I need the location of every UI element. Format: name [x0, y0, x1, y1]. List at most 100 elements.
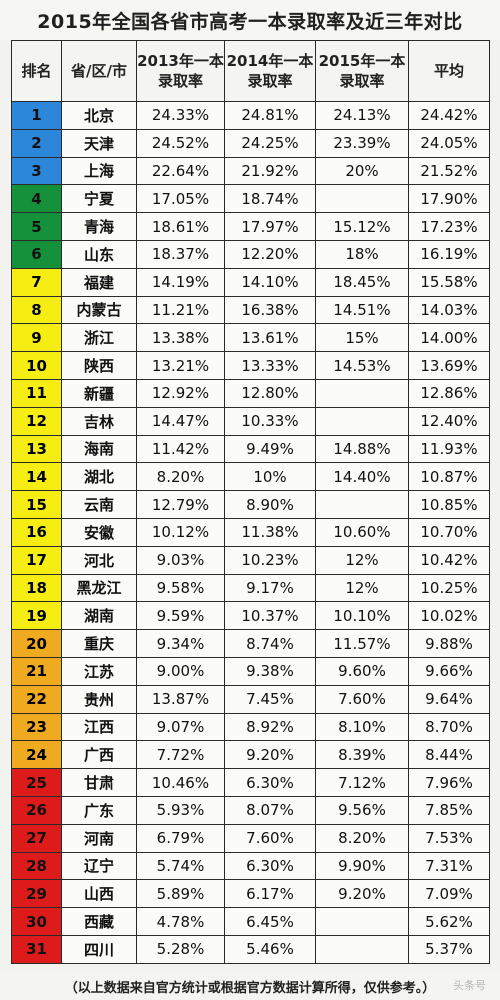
table-row: 8 内蒙古 11.21% 16.38% 14.51% 14.03%: [11, 295, 490, 325]
rate-2013-cell: 9.07%: [136, 712, 225, 742]
average-cell: 24.42%: [408, 101, 490, 130]
rate-2013-cell: 9.58%: [136, 573, 225, 603]
rank-cell: 31: [11, 934, 62, 964]
province-cell: 贵州: [61, 684, 137, 714]
rank-cell: 15: [11, 490, 62, 519]
rate-2015-cell: 9.56%: [315, 795, 409, 825]
rank-cell: 13: [11, 434, 62, 464]
province-cell: 北京: [61, 101, 137, 130]
province-cell: 吉林: [61, 406, 137, 436]
table-row: 27 河南 6.79% 7.60% 8.20% 7.53%: [11, 823, 490, 853]
average-cell: 14.03%: [408, 295, 490, 325]
header-average: 平均: [408, 40, 490, 102]
average-cell: 11.93%: [408, 434, 490, 464]
province-cell: 云南: [61, 490, 137, 519]
rate-2015-cell: [315, 406, 409, 436]
rate-2013-cell: 7.72%: [136, 740, 225, 770]
rate-2014-cell: 8.90%: [224, 490, 316, 519]
rate-2015-cell: 14.40%: [315, 462, 409, 492]
table-header-row: 排名 省/区/市 2013年一本录取率 2014年一本录取率 2015年一本录取…: [11, 40, 490, 102]
table-row: 22 贵州 13.87% 7.45% 7.60% 9.64%: [11, 684, 490, 714]
rate-2015-cell: 9.90%: [315, 851, 409, 881]
rank-cell: 29: [11, 879, 62, 909]
table-row: 30 西藏 4.78% 6.45% 5.62%: [11, 907, 490, 936]
table-row: 1 北京 24.33% 24.81% 24.13% 24.42%: [11, 101, 490, 130]
rate-2013-cell: 8.20%: [136, 462, 225, 492]
rate-2013-cell: 5.28%: [136, 934, 225, 964]
rank-cell: 24: [11, 740, 62, 770]
province-cell: 新疆: [61, 378, 137, 408]
province-cell: 广西: [61, 740, 137, 770]
table-row: 5 青海 18.61% 17.97% 15.12% 17.23%: [11, 212, 490, 241]
rate-2013-cell: 10.12%: [136, 517, 225, 547]
province-cell: 河南: [61, 823, 137, 853]
rate-2013-cell: 14.47%: [136, 406, 225, 436]
rate-2013-cell: 5.93%: [136, 795, 225, 825]
rate-2015-cell: [315, 378, 409, 408]
rate-2013-cell: 12.92%: [136, 378, 225, 408]
province-cell: 四川: [61, 934, 137, 964]
rate-2013-cell: 4.78%: [136, 907, 225, 936]
province-cell: 江西: [61, 712, 137, 742]
average-cell: 24.05%: [408, 128, 490, 158]
table-row: 3 上海 22.64% 21.92% 20% 21.52%: [11, 156, 490, 186]
province-cell: 湖南: [61, 601, 137, 631]
province-cell: 湖北: [61, 462, 137, 492]
rank-cell: 2: [11, 128, 62, 158]
rate-2014-cell: 13.61%: [224, 323, 316, 353]
rank-cell: 5: [11, 212, 62, 241]
rate-2014-cell: 8.07%: [224, 795, 316, 825]
average-cell: 10.70%: [408, 517, 490, 547]
rate-2013-cell: 9.59%: [136, 601, 225, 631]
rate-2014-cell: 18.74%: [224, 184, 316, 214]
rate-2015-cell: [315, 934, 409, 964]
rank-cell: 21: [11, 656, 62, 686]
rate-2015-cell: 12%: [315, 545, 409, 575]
rate-2015-cell: 14.88%: [315, 434, 409, 464]
average-cell: 7.53%: [408, 823, 490, 853]
rate-2015-cell: 10.60%: [315, 517, 409, 547]
table-row: 31 四川 5.28% 5.46% 5.37%: [11, 934, 490, 964]
average-cell: 8.44%: [408, 740, 490, 770]
table-row: 19 湖南 9.59% 10.37% 10.10% 10.02%: [11, 601, 490, 631]
rate-2015-cell: 8.39%: [315, 740, 409, 770]
table-row: 7 福建 14.19% 14.10% 18.45% 15.58%: [11, 267, 490, 297]
rate-2013-cell: 18.37%: [136, 239, 225, 269]
rate-2015-cell: 9.20%: [315, 879, 409, 909]
average-cell: 5.62%: [408, 907, 490, 936]
table-row: 2 天津 24.52% 24.25% 23.39% 24.05%: [11, 128, 490, 158]
rank-cell: 17: [11, 545, 62, 575]
rate-2015-cell: 7.12%: [315, 768, 409, 797]
table-row: 12 吉林 14.47% 10.33% 12.40%: [11, 406, 490, 436]
rate-2014-cell: 9.38%: [224, 656, 316, 686]
rate-2013-cell: 14.19%: [136, 267, 225, 297]
rate-2013-cell: 13.21%: [136, 351, 225, 380]
rate-2013-cell: 17.05%: [136, 184, 225, 214]
average-cell: 9.88%: [408, 629, 490, 658]
table-row: 4 宁夏 17.05% 18.74% 17.90%: [11, 184, 490, 214]
rank-cell: 27: [11, 823, 62, 853]
rate-2015-cell: 12%: [315, 573, 409, 603]
province-cell: 山东: [61, 239, 137, 269]
rate-2013-cell: 6.79%: [136, 823, 225, 853]
rate-2014-cell: 7.60%: [224, 823, 316, 853]
average-cell: 10.85%: [408, 490, 490, 519]
rate-2014-cell: 12.20%: [224, 239, 316, 269]
province-cell: 黑龙江: [61, 573, 137, 603]
average-cell: 10.87%: [408, 462, 490, 492]
rate-2014-cell: 9.17%: [224, 573, 316, 603]
rate-2015-cell: 9.60%: [315, 656, 409, 686]
rank-cell: 23: [11, 712, 62, 742]
rate-2015-cell: 10.10%: [315, 601, 409, 631]
rate-2015-cell: 11.57%: [315, 629, 409, 658]
rate-2014-cell: 9.20%: [224, 740, 316, 770]
province-cell: 福建: [61, 267, 137, 297]
rank-cell: 3: [11, 156, 62, 186]
rate-2015-cell: [315, 490, 409, 519]
rate-2014-cell: 21.92%: [224, 156, 316, 186]
header-province: 省/区/市: [61, 40, 137, 102]
rate-2014-cell: 8.92%: [224, 712, 316, 742]
rank-cell: 4: [11, 184, 62, 214]
rank-cell: 18: [11, 573, 62, 603]
table-row: 28 辽宁 5.74% 6.30% 9.90% 7.31%: [11, 851, 490, 881]
